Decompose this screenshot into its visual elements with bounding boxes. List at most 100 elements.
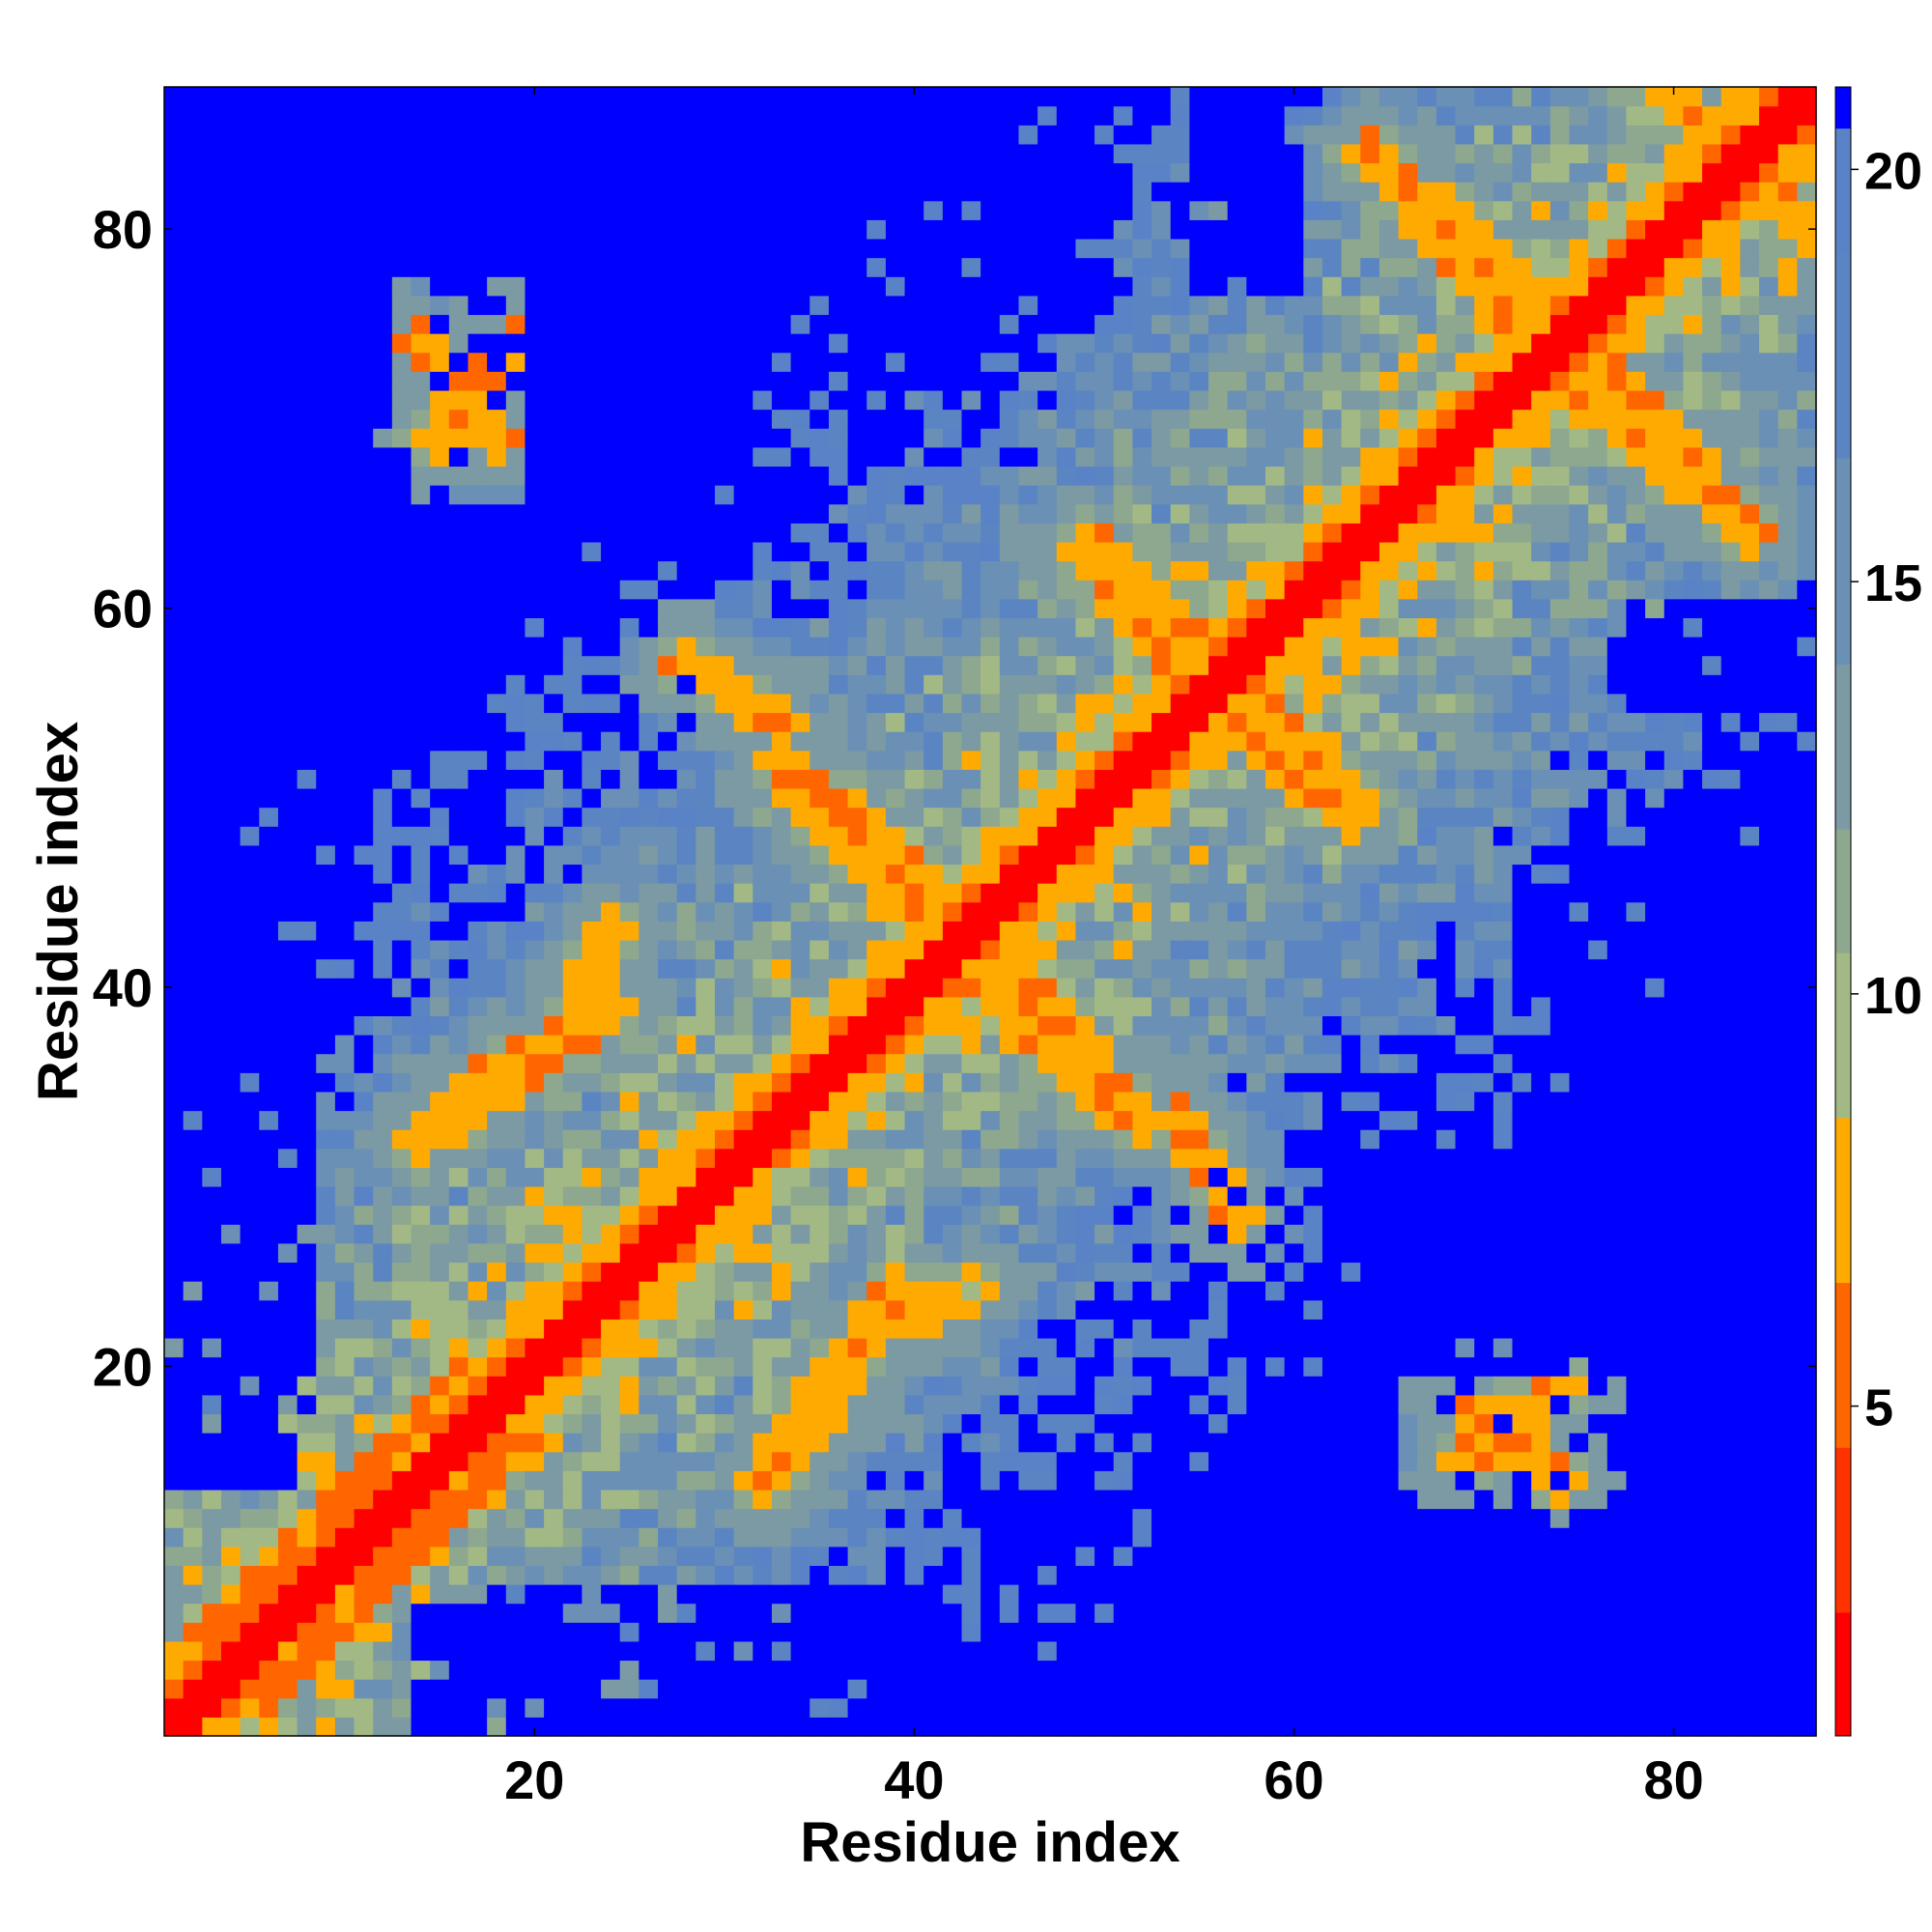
heatmap-cell <box>202 446 222 468</box>
heatmap-cell <box>1113 1546 1134 1567</box>
heatmap-cell <box>847 769 867 789</box>
heatmap-cell <box>391 901 412 922</box>
heatmap-cell <box>373 617 393 638</box>
heatmap-cell <box>676 1433 696 1453</box>
heatmap-cell <box>1227 371 1247 391</box>
heatmap-cell <box>771 1660 792 1680</box>
heatmap-cell <box>847 1337 867 1358</box>
heatmap-cell <box>183 1603 203 1623</box>
heatmap-cell <box>1037 352 1058 372</box>
heatmap-cell <box>923 1376 944 1396</box>
heatmap-cell <box>999 864 1020 884</box>
heatmap-cell <box>790 1205 810 1225</box>
heatmap-cell <box>1132 200 1152 220</box>
heatmap-cell <box>448 750 469 770</box>
heatmap-cell <box>1037 409 1058 429</box>
heatmap-cell <box>1018 371 1038 391</box>
heatmap-cell <box>391 352 412 372</box>
heatmap-cell <box>164 1660 185 1680</box>
heatmap-cell <box>259 1356 279 1377</box>
heatmap-cell <box>525 503 545 524</box>
heatmap-cell <box>1208 466 1229 486</box>
heatmap-cell <box>658 257 678 277</box>
heatmap-cell <box>562 1451 583 1471</box>
heatmap-cell <box>1056 1262 1077 1282</box>
heatmap-cell <box>164 1508 185 1528</box>
heatmap-cell <box>240 314 260 334</box>
heatmap-cell <box>259 883 279 903</box>
heatmap-cell <box>1094 1546 1115 1567</box>
heatmap-cell <box>1075 466 1095 486</box>
heatmap-cell <box>1094 219 1115 240</box>
heatmap-cell <box>468 693 488 714</box>
heatmap-cell <box>505 598 526 618</box>
heatmap-cell <box>904 712 924 732</box>
heatmap-cell <box>354 1035 374 1055</box>
heatmap-cell <box>1170 257 1190 277</box>
heatmap-cell <box>790 238 810 259</box>
heatmap-cell <box>942 1584 963 1605</box>
heatmap-cell <box>810 485 830 505</box>
heatmap-cell <box>220 750 242 770</box>
heatmap-cell <box>1132 921 1152 941</box>
heatmap-cell <box>867 1679 887 1699</box>
heatmap-cell <box>923 1110 944 1130</box>
heatmap-cell <box>961 1717 981 1737</box>
heatmap-cell <box>1132 87 1152 107</box>
heatmap-cell <box>828 1717 849 1737</box>
heatmap-cell <box>1208 1356 1229 1377</box>
heatmap-cell <box>1018 541 1038 562</box>
heatmap-cell <box>1151 1035 1172 1055</box>
heatmap-cell <box>202 826 222 846</box>
heatmap-cell <box>999 1356 1020 1377</box>
heatmap-cell <box>1246 1679 1266 1699</box>
heatmap-cell <box>715 1224 735 1244</box>
heatmap-cell <box>411 1337 431 1358</box>
heatmap-cell <box>1208 485 1229 505</box>
heatmap-cell <box>448 978 469 998</box>
heatmap-cell <box>373 1337 393 1358</box>
heatmap-cell <box>277 1053 298 1073</box>
heatmap-cell <box>980 939 1001 960</box>
heatmap-cell <box>753 1148 773 1168</box>
heatmap-cell <box>942 1035 963 1055</box>
heatmap-cell <box>525 1470 545 1491</box>
heatmap-cell <box>582 978 602 998</box>
heatmap-cell <box>373 446 393 468</box>
heatmap-cell <box>1113 371 1134 391</box>
heatmap-cell <box>1094 1697 1115 1718</box>
heatmap-cell <box>562 1262 583 1282</box>
heatmap-cell <box>847 1660 867 1680</box>
heatmap-cell <box>297 1281 317 1301</box>
heatmap-cell <box>904 1717 924 1737</box>
heatmap-cell <box>1227 787 1247 809</box>
heatmap-cell <box>1246 1622 1266 1642</box>
heatmap-cell <box>259 1091 279 1112</box>
heatmap-cell <box>1189 1262 1209 1282</box>
heatmap-cell <box>505 1470 526 1491</box>
heatmap-cell <box>1018 883 1038 903</box>
heatmap-cell <box>544 523 564 543</box>
heatmap-cell <box>619 523 639 543</box>
heatmap-cell <box>601 1015 621 1036</box>
heatmap-cell <box>619 257 639 277</box>
heatmap-cell <box>220 87 242 107</box>
heatmap-cell <box>867 1394 887 1415</box>
heatmap-cell <box>980 409 1001 429</box>
heatmap-cell <box>1056 352 1077 372</box>
heatmap-cell <box>715 200 735 220</box>
heatmap-cell <box>183 1584 203 1605</box>
heatmap-cell <box>733 1546 753 1567</box>
heatmap-cell <box>980 314 1001 334</box>
heatmap-cell <box>601 1148 621 1168</box>
heatmap-cell <box>619 1281 639 1301</box>
heatmap-cell <box>316 503 336 524</box>
heatmap-cell <box>980 1262 1001 1282</box>
heatmap-cell <box>847 1053 867 1073</box>
heatmap-cell <box>259 1129 279 1150</box>
heatmap-cell <box>297 371 317 391</box>
heatmap-cell <box>1208 1697 1229 1718</box>
heatmap-cell <box>316 162 336 183</box>
heatmap-cell <box>1151 731 1172 752</box>
heatmap-cell <box>411 598 431 618</box>
